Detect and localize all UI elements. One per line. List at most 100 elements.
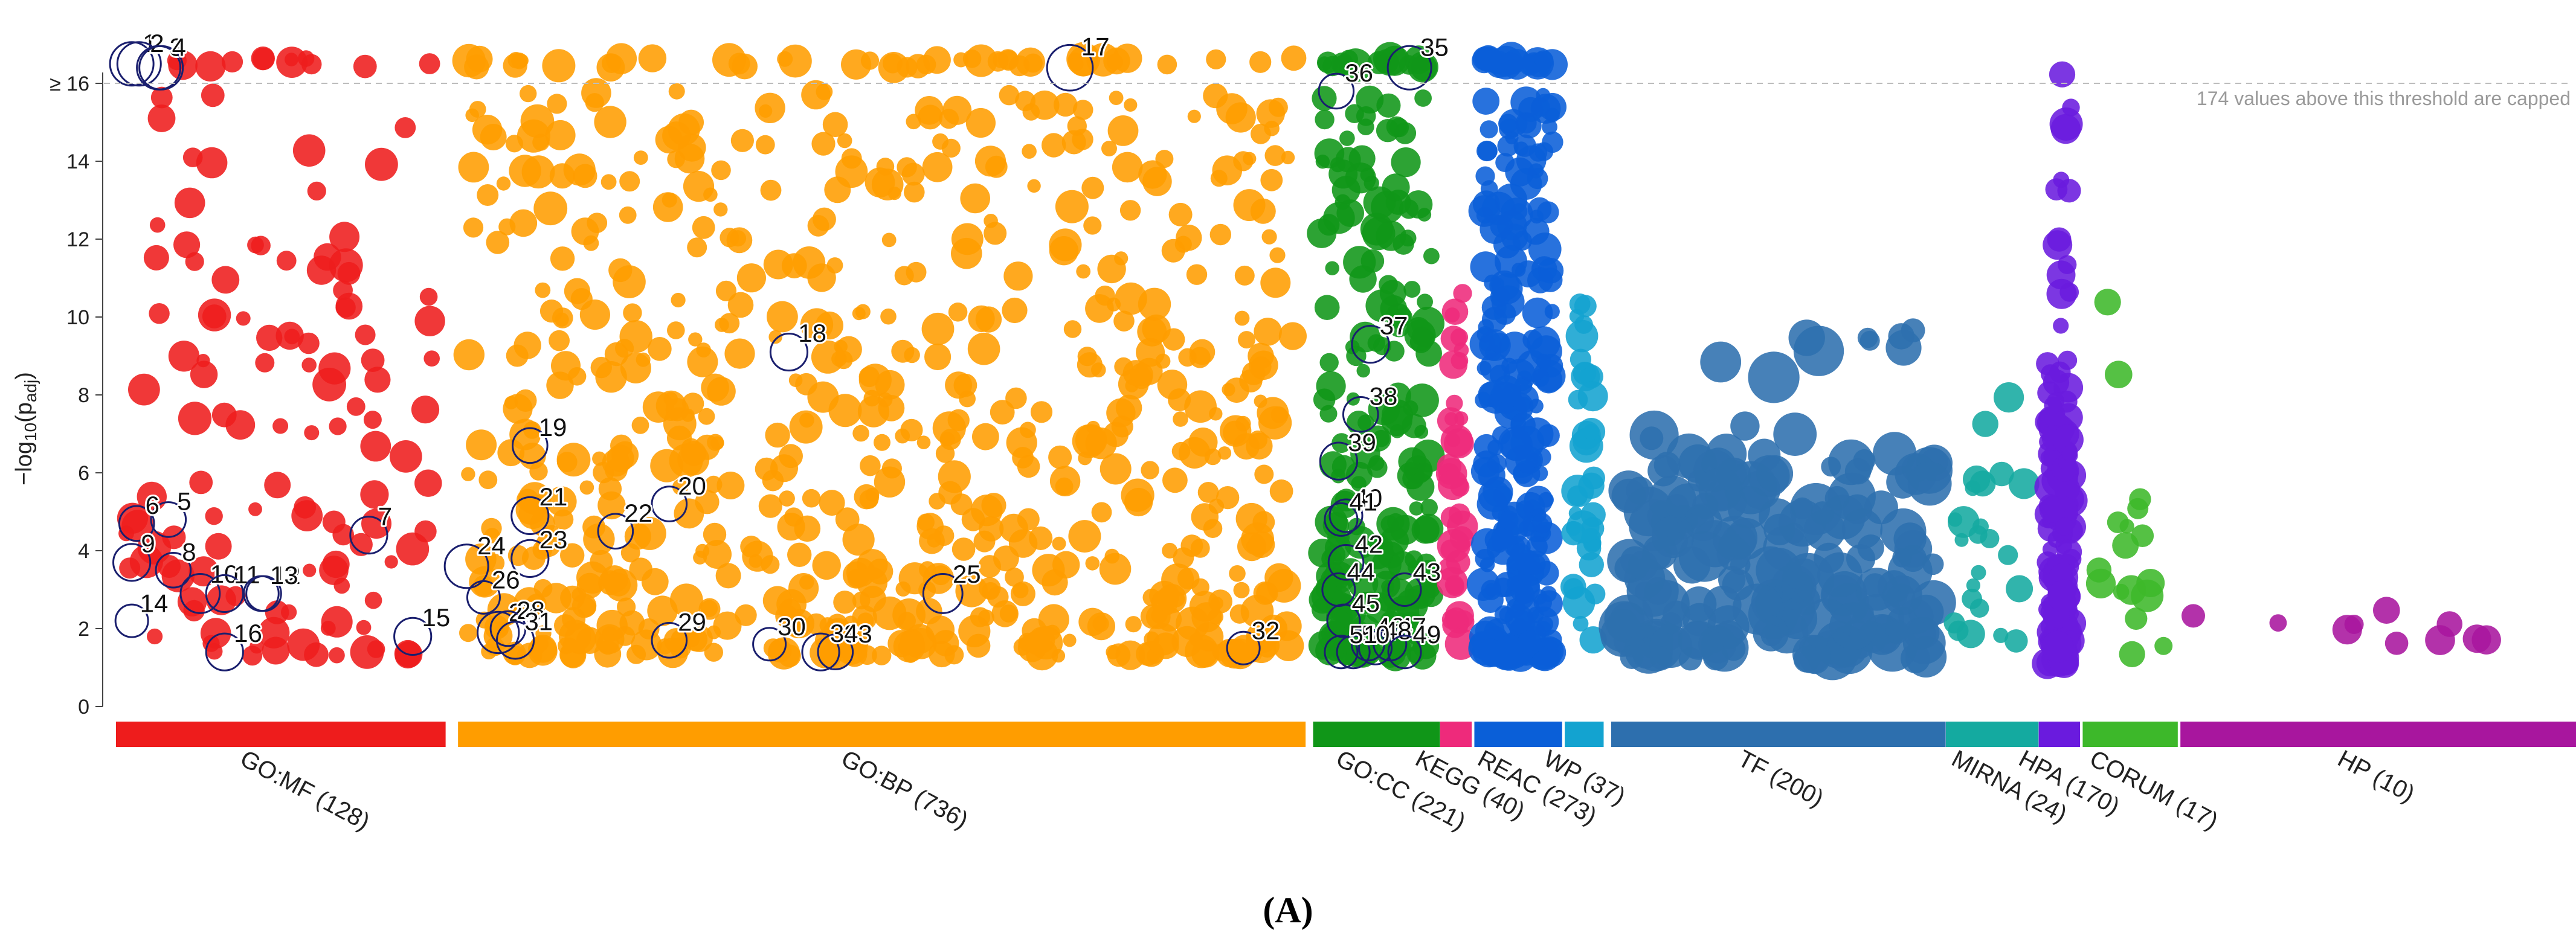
term-point[interactable] [857, 396, 890, 428]
term-point[interactable] [2040, 364, 2061, 384]
highlighted-term-39[interactable] [1319, 441, 1358, 481]
term-point[interactable] [681, 408, 695, 422]
term-point[interactable] [205, 533, 232, 560]
term-point[interactable] [1217, 446, 1232, 460]
term-point[interactable] [674, 143, 705, 174]
term-point[interactable] [1478, 479, 1511, 513]
term-point[interactable] [201, 83, 225, 107]
term-point[interactable] [149, 303, 170, 324]
highlighted-term-16[interactable] [205, 632, 244, 671]
term-point[interactable] [667, 321, 685, 339]
term-point[interactable] [590, 356, 612, 379]
term-point[interactable] [1972, 411, 1998, 437]
term-point[interactable] [1644, 577, 1672, 605]
term-point[interactable] [999, 604, 1018, 623]
term-point[interactable] [1119, 200, 1141, 221]
term-point[interactable] [211, 266, 240, 294]
term-point[interactable] [692, 216, 715, 239]
term-point[interactable] [1378, 595, 1394, 612]
term-point[interactable] [887, 630, 915, 658]
term-point[interactable] [484, 528, 500, 543]
term-point[interactable] [1408, 642, 1437, 670]
term-point[interactable] [1210, 170, 1228, 187]
term-point[interactable] [353, 54, 377, 78]
term-point[interactable] [1911, 580, 1956, 625]
term-point[interactable] [1356, 106, 1376, 126]
term-point[interactable] [1522, 218, 1550, 245]
term-point[interactable] [319, 556, 349, 585]
term-point[interactable] [1399, 229, 1417, 247]
term-point[interactable] [1493, 375, 1522, 404]
term-point[interactable] [1314, 295, 1340, 320]
term-point[interactable] [916, 513, 944, 540]
term-point[interactable] [1022, 144, 1037, 159]
term-point[interactable] [355, 324, 376, 345]
term-point[interactable] [1330, 157, 1346, 173]
term-point[interactable] [346, 397, 365, 416]
term-point[interactable] [1821, 457, 1841, 477]
term-point[interactable] [1531, 513, 1553, 534]
term-point[interactable] [250, 639, 264, 654]
term-point[interactable] [669, 583, 703, 617]
term-point[interactable] [1446, 394, 1463, 412]
term-point[interactable] [623, 303, 642, 322]
term-point[interactable] [1017, 455, 1040, 478]
term-point[interactable] [768, 330, 782, 344]
term-point[interactable] [735, 604, 757, 626]
term-point[interactable] [182, 147, 203, 167]
term-point[interactable] [593, 461, 614, 484]
term-point[interactable] [2047, 227, 2072, 252]
term-point[interactable] [1844, 458, 1872, 485]
highlighted-term-20[interactable] [651, 485, 688, 522]
term-point[interactable] [307, 181, 326, 200]
term-point[interactable] [978, 516, 1004, 542]
term-point[interactable] [581, 78, 611, 108]
term-point[interactable] [526, 594, 547, 615]
term-point[interactable] [835, 155, 868, 188]
highlighted-term-26[interactable] [466, 580, 501, 615]
term-point[interactable] [576, 561, 609, 594]
term-point[interactable] [1748, 438, 1781, 472]
term-point[interactable] [1477, 141, 1498, 161]
term-point[interactable] [1703, 586, 1742, 624]
term-point[interactable] [1206, 49, 1226, 69]
term-point[interactable] [1885, 620, 1910, 644]
term-point[interactable] [200, 618, 231, 649]
term-point[interactable] [1360, 249, 1385, 273]
term-point[interactable] [1489, 332, 1510, 353]
term-point[interactable] [1315, 155, 1330, 169]
term-point[interactable] [1063, 633, 1077, 647]
term-point[interactable] [855, 304, 871, 319]
term-point[interactable] [668, 83, 685, 100]
term-point[interactable] [1537, 424, 1560, 447]
term-point[interactable] [514, 332, 541, 359]
term-point[interactable] [287, 628, 320, 661]
term-point[interactable] [1888, 323, 1914, 350]
term-point[interactable] [547, 94, 567, 114]
term-point[interactable] [1570, 348, 1591, 370]
term-point[interactable] [1583, 424, 1599, 440]
term-point[interactable] [1348, 145, 1376, 172]
term-point[interactable] [1748, 351, 1800, 403]
term-point[interactable] [1391, 147, 1421, 178]
term-point[interactable] [779, 44, 812, 78]
term-point[interactable] [1138, 160, 1167, 189]
term-point[interactable] [1078, 607, 1107, 636]
term-point[interactable] [807, 263, 836, 292]
term-point[interactable] [880, 308, 897, 325]
term-point[interactable] [2008, 468, 2040, 499]
term-point[interactable] [579, 299, 611, 330]
highlighted-term-42[interactable] [1327, 544, 1365, 581]
term-point[interactable] [713, 611, 742, 640]
term-point[interactable] [1512, 580, 1527, 595]
term-point[interactable] [2131, 524, 2154, 547]
term-point[interactable] [1157, 370, 1188, 400]
term-point[interactable] [619, 171, 640, 192]
term-point[interactable] [918, 581, 936, 599]
term-point[interactable] [975, 306, 1002, 333]
term-point[interactable] [638, 618, 660, 639]
term-point[interactable] [857, 612, 874, 629]
term-point[interactable] [788, 373, 803, 387]
term-point[interactable] [1264, 145, 1286, 166]
term-point[interactable] [275, 321, 304, 350]
